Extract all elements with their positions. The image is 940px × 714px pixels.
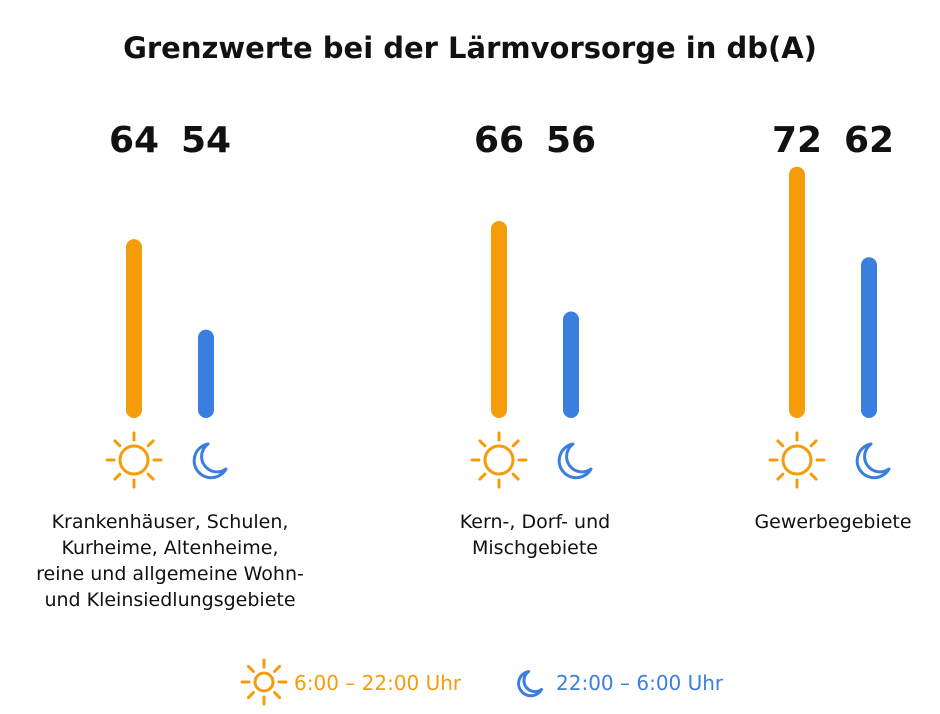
moon-shape (517, 669, 544, 698)
value-label: 72 (772, 120, 822, 161)
sun-ray (511, 439, 520, 448)
sun-core (253, 671, 275, 693)
sun-ray (478, 472, 487, 481)
legend-night-label: 22:00 – 6:00 Uhr (556, 671, 724, 695)
moon-icon (557, 442, 593, 480)
sun-ray (809, 472, 818, 481)
category-label: Mischgebiete (472, 537, 598, 559)
sun-core (118, 444, 150, 476)
sun-ray (113, 472, 122, 481)
value-label: 56 (546, 120, 596, 161)
legend-day-label: 6:00 – 22:00 Uhr (294, 671, 462, 695)
sun-icon (470, 431, 528, 489)
chart-title: Grenzwerte bei der Lärmvorsorge in db(A) (123, 31, 817, 65)
category-label: reine und allgemeine Wohn- (36, 563, 304, 585)
sun-core (483, 444, 515, 476)
sun-ray (246, 691, 255, 700)
category-label: Gewerbegebiete (754, 511, 911, 533)
sun-ray (146, 439, 155, 448)
category-label: und Kleinsiedlungsgebiete (44, 589, 295, 611)
moon-icon (192, 442, 228, 480)
category-labels-group: Krankenhäuser, Schulen, Kurheime, Altenhe… (36, 511, 911, 611)
sun-ray (809, 439, 818, 448)
sun-icon (105, 431, 163, 489)
category-label: Kurheime, Altenheime, (61, 537, 278, 559)
value-label: 54 (181, 120, 231, 161)
bars-group: 64 54 66 56 72 62 (109, 120, 894, 418)
value-label: 62 (844, 120, 894, 161)
sun-ray (273, 664, 282, 673)
sun-ray (146, 472, 155, 481)
value-label: 66 (474, 120, 524, 161)
sun-ray (273, 691, 282, 700)
moon-shape (557, 442, 593, 480)
sun-ray (246, 664, 255, 673)
sun-ray (113, 439, 122, 448)
moon-shape (855, 442, 891, 480)
moon-shape (192, 442, 228, 480)
legend-moon-icon (517, 669, 544, 698)
sun-icon (768, 431, 826, 489)
sun-ray (478, 439, 487, 448)
moon-icon (855, 442, 891, 480)
legend-sun-icon (240, 658, 288, 706)
sun-core (781, 444, 813, 476)
category-label: Krankenhäuser, Schulen, (52, 511, 289, 533)
sun-ray (776, 472, 785, 481)
sun-ray (776, 439, 785, 448)
value-label: 64 (109, 120, 159, 161)
category-label: Kern-, Dorf- und (460, 511, 610, 533)
sun-ray (511, 472, 520, 481)
icons-group (105, 431, 891, 489)
legend: 6:00 – 22:00 Uhr 22:00 – 6:00 Uhr (240, 658, 724, 706)
